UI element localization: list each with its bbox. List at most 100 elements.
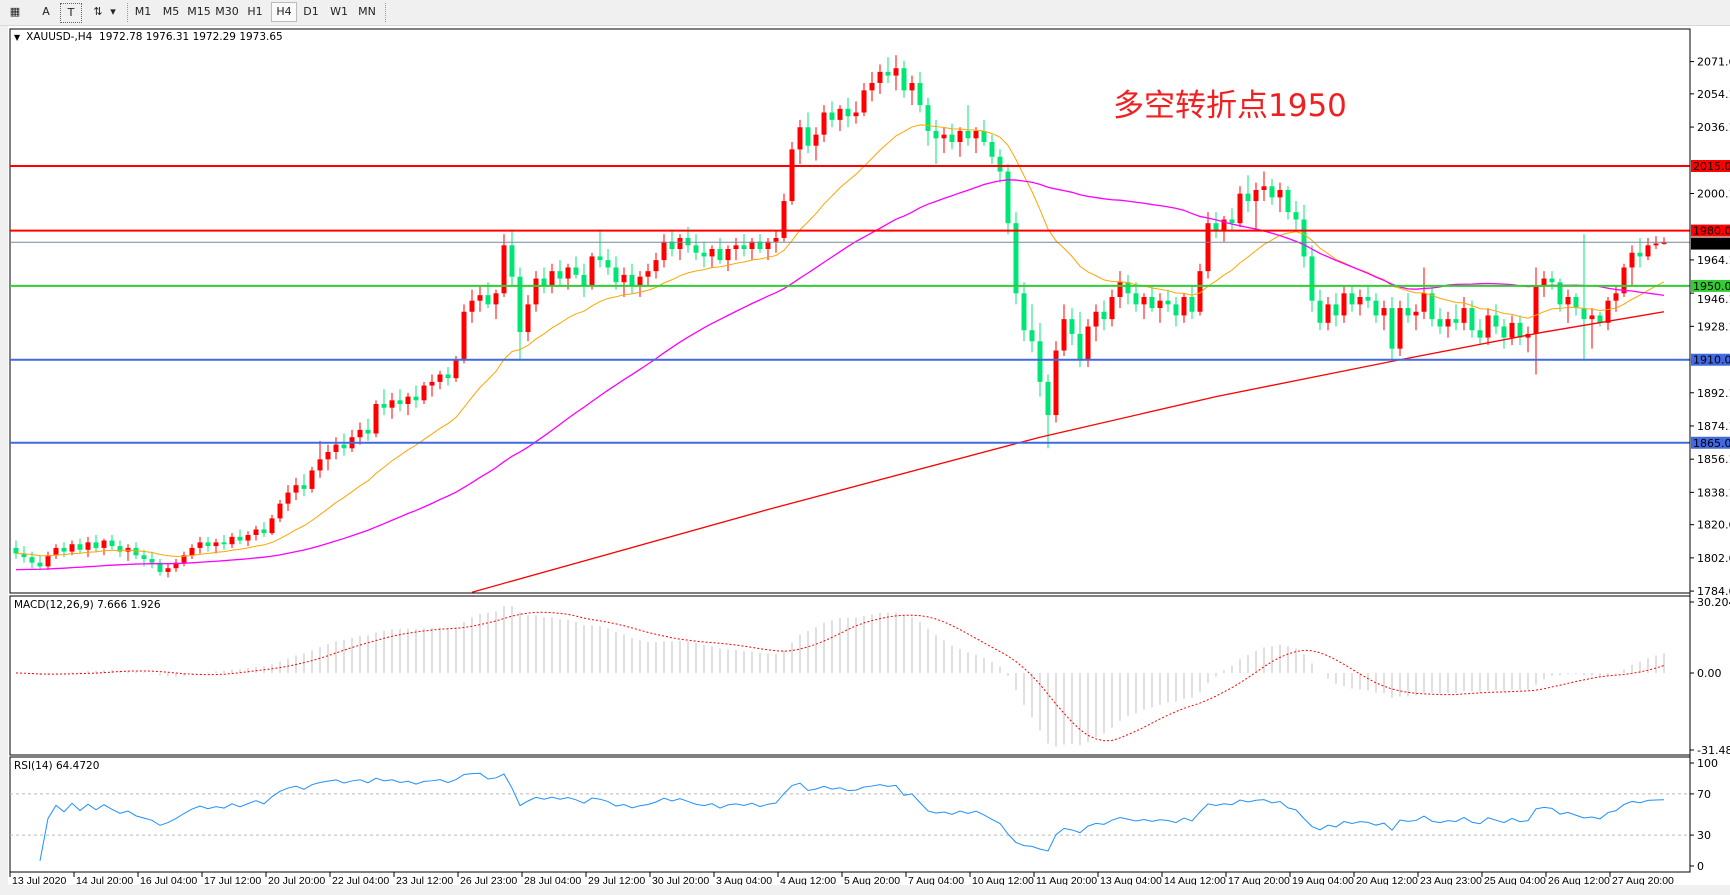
- timeframe-m30[interactable]: M30: [215, 5, 239, 18]
- macd-tick-label: -31.482: [1697, 744, 1730, 757]
- candle-body: [1397, 308, 1403, 349]
- dropdown-icon[interactable]: ▾: [110, 5, 116, 18]
- candle-body: [397, 400, 403, 405]
- candle-body: [477, 295, 483, 301]
- candle-body: [133, 547, 139, 556]
- time-tick-label: 17 Aug 20:00: [1228, 875, 1290, 887]
- timeframe-w1[interactable]: W1: [330, 5, 348, 18]
- candle-body: [1181, 296, 1187, 316]
- text-label-icon[interactable]: T: [60, 3, 82, 23]
- candle-body: [285, 492, 291, 504]
- timeframe-d1[interactable]: D1: [303, 5, 319, 18]
- candle-body: [501, 245, 507, 294]
- candle-body: [1237, 193, 1243, 224]
- candle-body: [1101, 311, 1107, 320]
- candle-body: [1581, 308, 1587, 320]
- horizontal-scrollbar[interactable]: [0, 885, 1730, 895]
- candle-body: [77, 544, 83, 550]
- candle-body: [37, 562, 43, 567]
- candle-body: [1117, 282, 1123, 297]
- candle-body: [1365, 296, 1371, 301]
- candle-body: [773, 237, 779, 242]
- candle-body: [1549, 278, 1555, 283]
- candle-body: [509, 245, 515, 277]
- candle-body: [549, 271, 555, 286]
- price-tick-label: 2054.10: [1697, 88, 1730, 101]
- candle-body: [741, 245, 747, 250]
- price-tick-label: 2000.10: [1697, 187, 1730, 200]
- timeframe-mn[interactable]: MN: [358, 5, 376, 18]
- time-tick-label: 30 Jul 20:00: [652, 875, 709, 887]
- candle-body: [621, 274, 627, 283]
- time-tick-label: 13 Aug 04:00: [1100, 875, 1162, 887]
- candle-body: [845, 108, 851, 117]
- text-a-icon[interactable]: A: [42, 5, 50, 18]
- level-badge-label: 1950.00: [1693, 280, 1730, 293]
- candle-body: [917, 82, 923, 106]
- arrows-icon[interactable]: ⇅: [93, 5, 103, 18]
- price-tick-label: 1892.10: [1697, 387, 1730, 400]
- timeframe-m5[interactable]: M5: [162, 5, 180, 18]
- timeframe-h1[interactable]: H1: [247, 5, 263, 18]
- candle-body: [213, 542, 219, 547]
- candle-body: [653, 260, 659, 272]
- candle-body: [1509, 322, 1515, 338]
- level-badge-label: 1865.00: [1693, 437, 1730, 450]
- time-tick-label: 13 Jul 2020: [12, 875, 66, 887]
- candle-body: [293, 485, 299, 493]
- macd-tick-label: 0.00: [1697, 667, 1722, 680]
- candle-body: [237, 536, 243, 541]
- candle-body: [693, 245, 699, 253]
- candle-body: [1109, 296, 1115, 320]
- candle-body: [373, 404, 379, 434]
- candle-body: [1029, 330, 1035, 342]
- candle-body: [1205, 223, 1211, 272]
- time-tick-label: 20 Aug 12:00: [1356, 875, 1418, 887]
- price-tick-label: 1802.60: [1697, 552, 1730, 565]
- candle-body: [117, 546, 123, 552]
- candle-body: [1405, 308, 1411, 316]
- candle-body: [581, 274, 587, 286]
- candle-body: [1061, 319, 1067, 351]
- timeframe-m1[interactable]: M1: [134, 5, 152, 18]
- price-tick-label: 1874.10: [1697, 420, 1730, 433]
- ohlc-readout: 1972.78 1976.31 1972.29 1973.65: [99, 31, 283, 43]
- candle-body: [1637, 252, 1643, 257]
- timeframe-h4[interactable]: H4: [271, 2, 297, 22]
- candle-body: [1533, 285, 1539, 334]
- candle-body: [1469, 308, 1475, 331]
- level-badge: [1691, 160, 1730, 172]
- candle-body: [1445, 319, 1451, 327]
- candle-body: [933, 130, 939, 139]
- time-tick-label: 28 Jul 04:00: [524, 875, 581, 887]
- candle-body: [597, 256, 603, 261]
- candle-body: [1045, 381, 1051, 416]
- level-badge: [1691, 436, 1730, 449]
- candle-body: [837, 108, 843, 120]
- candle-body: [1661, 242, 1667, 244]
- candle-body: [1317, 300, 1323, 323]
- candle-body: [1277, 189, 1283, 198]
- candle-body: [1261, 186, 1267, 190]
- chart-annotation[interactable]: 多空转折点1950: [1113, 88, 1347, 124]
- candle-body: [965, 130, 971, 139]
- candle-body: [1189, 296, 1195, 312]
- collapse-triangle-icon[interactable]: ▼: [14, 33, 21, 42]
- grid-icon[interactable]: ▦: [9, 5, 21, 18]
- candle-body: [1309, 256, 1315, 301]
- candle-body: [629, 274, 635, 286]
- candle-body: [789, 149, 795, 202]
- candle-body: [333, 444, 339, 452]
- candle-body: [141, 555, 147, 559]
- timeframe-m15[interactable]: M15: [187, 5, 211, 18]
- candle-body: [253, 529, 259, 535]
- candle-body: [1173, 304, 1179, 316]
- candle-body: [1421, 293, 1427, 312]
- candle-body: [701, 252, 707, 257]
- candle-body: [1565, 296, 1571, 305]
- time-tick-label: 5 Aug 20:00: [844, 875, 900, 887]
- candle-body: [1557, 282, 1563, 305]
- candle-body: [1453, 319, 1459, 323]
- candle-body: [805, 127, 811, 146]
